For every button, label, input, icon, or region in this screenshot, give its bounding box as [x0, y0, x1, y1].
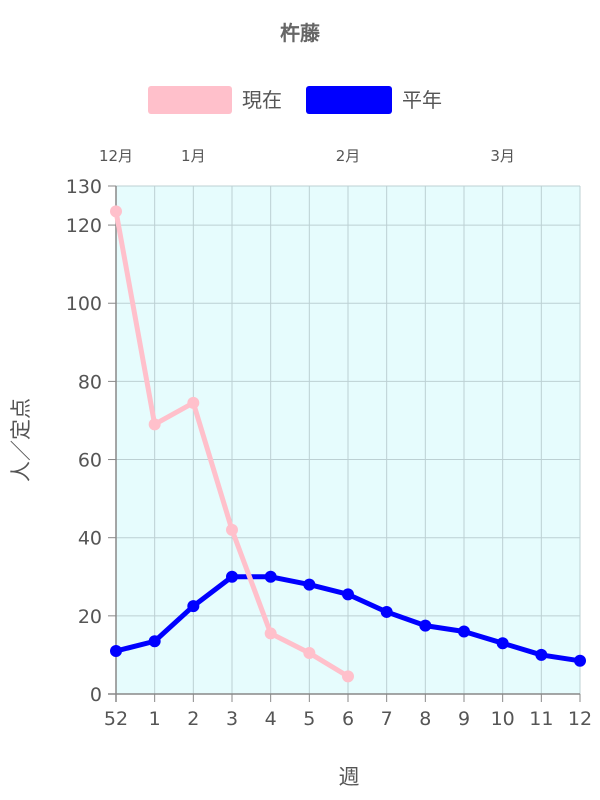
data-point-normal[interactable] [342, 588, 354, 601]
legend-swatch-normal[interactable] [306, 86, 392, 114]
x-tick-label: 3 [226, 708, 238, 730]
data-point-normal[interactable] [226, 570, 238, 583]
x-tick-label: 10 [491, 708, 515, 730]
x-tick-label: 8 [419, 708, 431, 730]
x-tick-label: 7 [381, 708, 393, 730]
data-point-current[interactable] [148, 418, 161, 431]
x-tick-label: 1 [149, 708, 161, 730]
data-point-current[interactable] [187, 396, 200, 409]
x-tick-label: 6 [342, 708, 354, 730]
y-tick-label: 0 [90, 684, 102, 706]
y-tick-label: 80 [78, 371, 102, 393]
month-label: 3月 [490, 147, 515, 165]
data-point-normal[interactable] [574, 654, 586, 667]
data-point-current[interactable] [342, 670, 354, 683]
month-label: 2月 [336, 147, 361, 165]
chart-title: 杵藤 [280, 21, 321, 45]
x-axis-ticks: 52 1 2 3 4 5 6 7 8 9 10 11 12 [104, 694, 592, 730]
data-point-current[interactable] [226, 523, 238, 536]
y-tick-label: 60 [78, 450, 102, 472]
data-point-normal[interactable] [148, 635, 161, 648]
data-point-normal[interactable] [187, 600, 200, 613]
data-point-normal[interactable] [419, 619, 432, 632]
data-point-current[interactable] [110, 205, 122, 218]
legend: 現在 平年 [148, 86, 442, 114]
legend-swatch-current[interactable] [148, 86, 232, 114]
legend-label-current[interactable]: 現在 [242, 88, 282, 112]
data-point-normal[interactable] [458, 625, 470, 638]
data-point-normal[interactable] [380, 605, 393, 618]
y-tick-label: 40 [78, 528, 102, 550]
y-tick-label: 130 [66, 176, 102, 198]
month-axis: 12月 1月 2月 3月 [99, 147, 515, 165]
y-tick-label: 20 [78, 606, 102, 628]
x-tick-label: 9 [458, 708, 470, 730]
month-label: 1月 [181, 147, 206, 165]
y-axis-ticks: 0 20 40 60 80 100 120 130 [66, 176, 116, 706]
data-point-normal[interactable] [110, 645, 122, 658]
data-point-normal[interactable] [535, 648, 548, 661]
data-point-normal[interactable] [264, 570, 277, 583]
data-point-current[interactable] [303, 646, 316, 659]
data-point-current[interactable] [264, 627, 277, 640]
x-tick-label: 2 [187, 708, 199, 730]
x-tick-label: 52 [104, 708, 128, 730]
x-axis-title: 週 [339, 765, 360, 789]
y-axis-title: 人／定点 [9, 398, 33, 482]
x-tick-label: 5 [303, 708, 315, 730]
x-tick-label: 11 [529, 708, 553, 730]
data-point-normal[interactable] [303, 578, 316, 591]
x-tick-label: 12 [568, 708, 592, 730]
series-group [110, 205, 586, 683]
data-point-normal[interactable] [496, 637, 509, 650]
y-tick-label: 120 [66, 215, 102, 237]
x-tick-label: 4 [265, 708, 277, 730]
y-tick-label: 100 [66, 293, 102, 315]
month-label: 12月 [99, 147, 133, 165]
legend-label-normal[interactable]: 平年 [402, 88, 442, 112]
